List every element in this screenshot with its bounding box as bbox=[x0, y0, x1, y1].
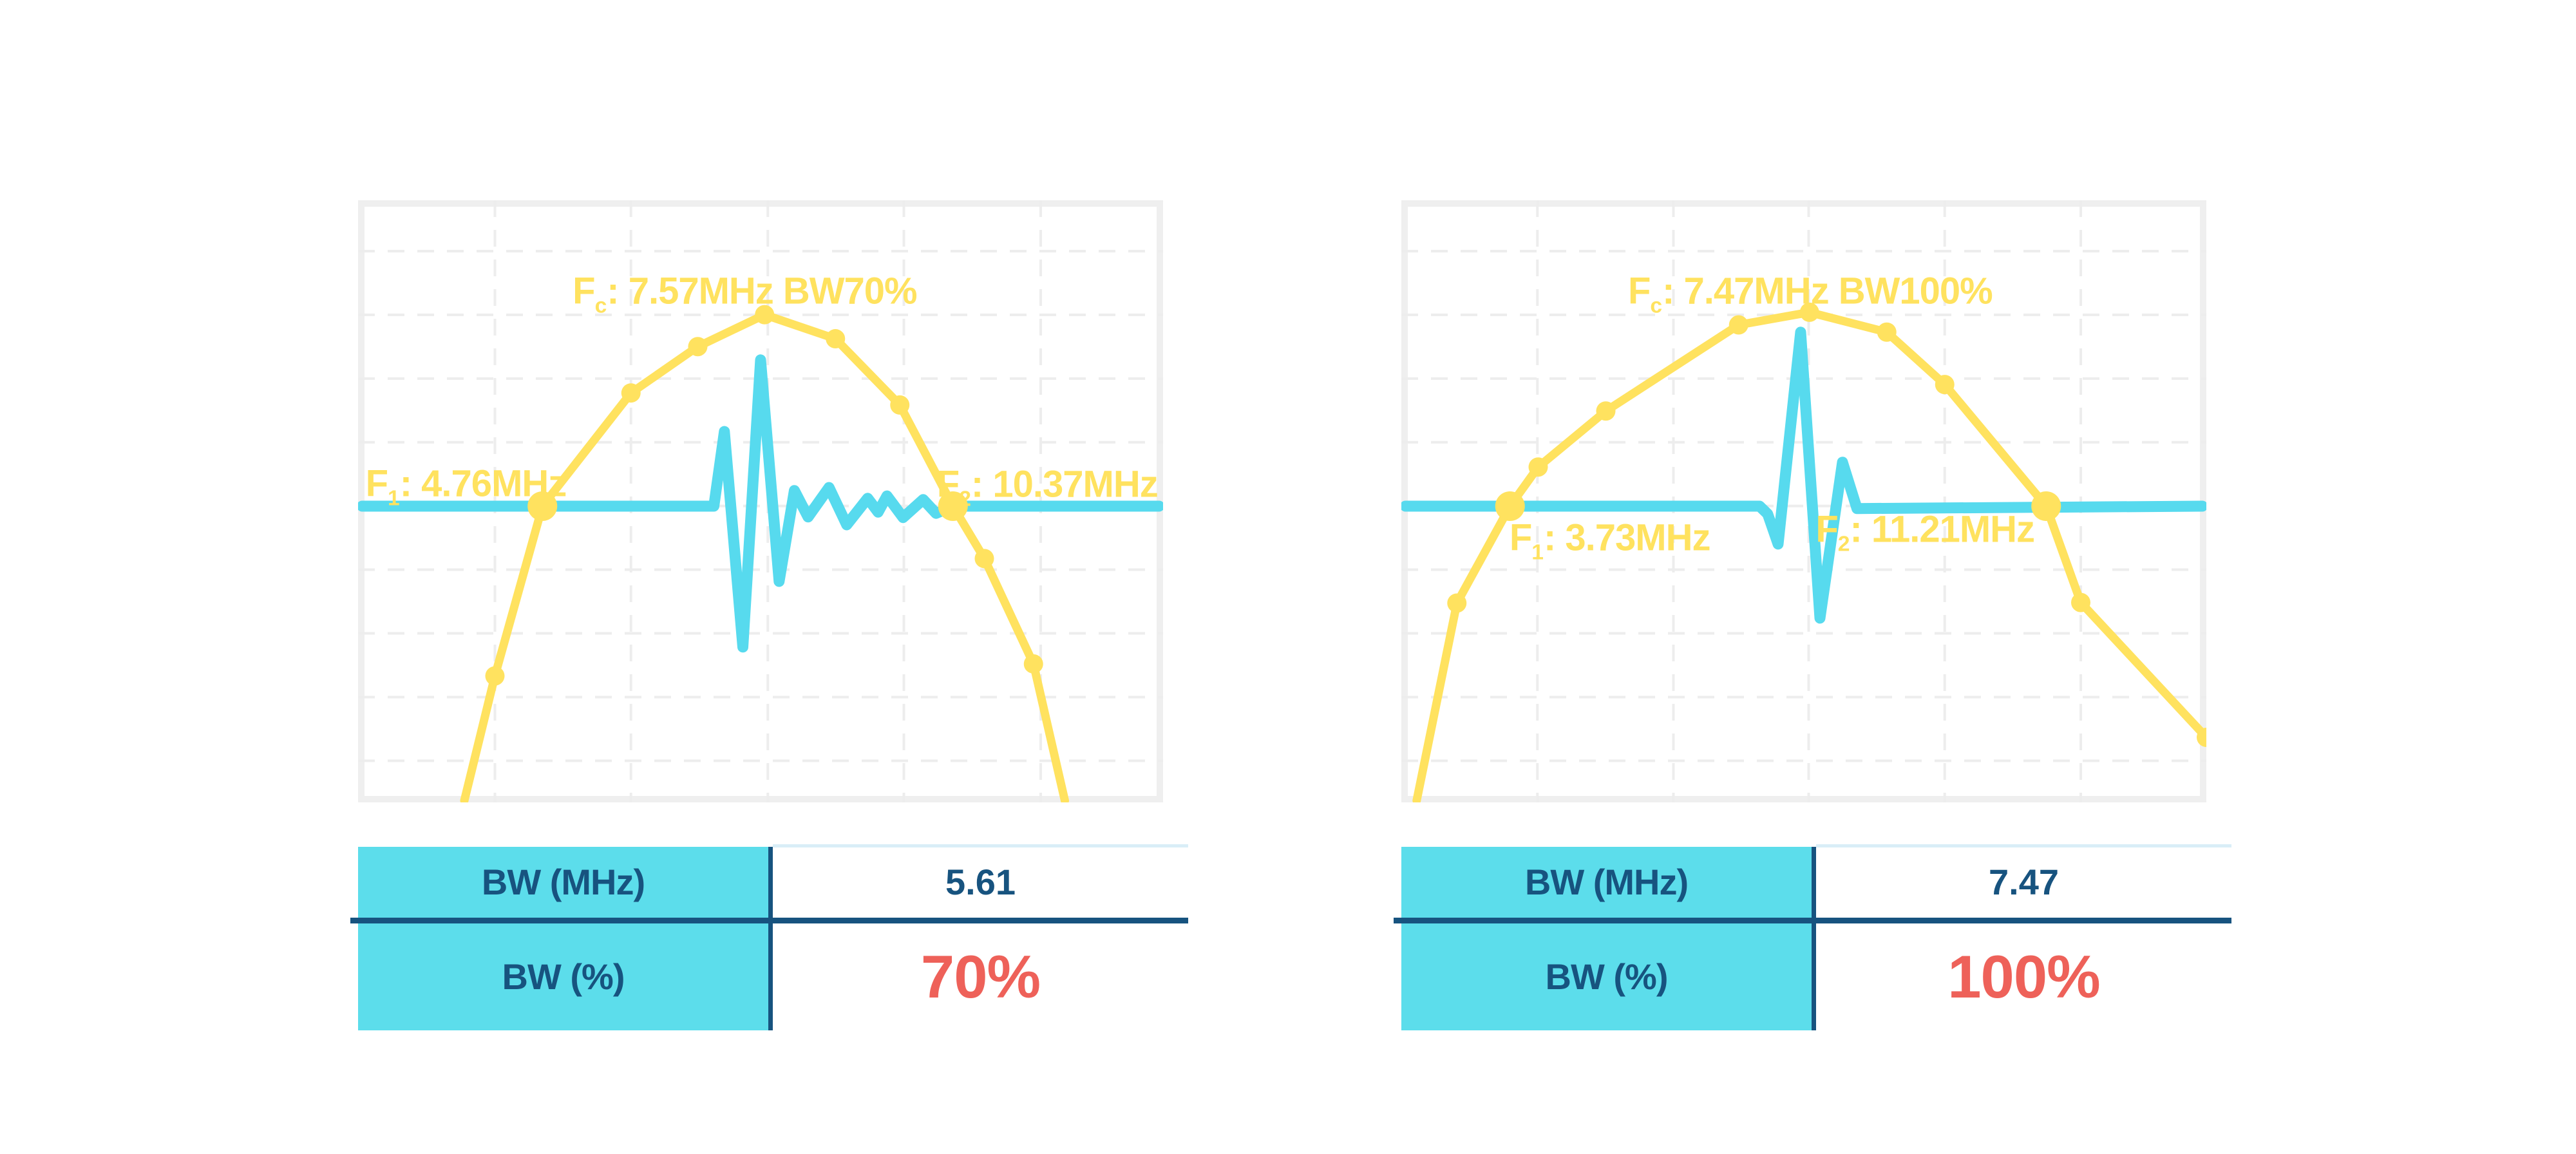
row-label-bw-percent: BW (%) bbox=[1545, 956, 1669, 997]
f1-label-right: F1: 3.73MHz bbox=[1509, 516, 1711, 565]
table-top-accent-line bbox=[773, 844, 1188, 847]
fc-subscript: c bbox=[594, 294, 607, 318]
cell-value-bw-percent: 100% bbox=[1947, 943, 2100, 1010]
bandwidth-chart-100pct: Fc: 7.47MHz BW100% F1: 3.73MHz F2: 11.21… bbox=[1401, 200, 2206, 802]
bandwidth-table-left: BW (MHz) 5.61 BW (%) 70% bbox=[350, 844, 1188, 1034]
fc-value-text: : 7.57MHz BW70% bbox=[607, 270, 917, 312]
row-label-bw-percent: BW (%) bbox=[502, 956, 625, 997]
table-row-divider bbox=[350, 918, 1188, 923]
f1-value-text: : 3.73MHz bbox=[1543, 516, 1711, 559]
bandwidth-chart-70pct: Fc: 7.57MHz BW70% F1: 4.76MHz F2: 10.37M… bbox=[358, 200, 1163, 802]
f2-label-right: F2: 11.21MHz bbox=[1815, 508, 2035, 556]
bandwidth-table-right: BW (MHz) 7.47 BW (%) 100% bbox=[1394, 844, 2231, 1034]
chart-plot-area-right bbox=[1401, 200, 2206, 802]
f2-value-text: : 11.21MHz bbox=[1850, 508, 2035, 551]
row-label-bw-mhz: BW (MHz) bbox=[481, 862, 645, 902]
center-frequency-label-left: Fc: 7.57MHz BW70% bbox=[573, 270, 917, 318]
cell-value-bw-mhz: 5.61 bbox=[945, 862, 1016, 902]
f2-value-text: : 10.37MHz bbox=[971, 463, 1159, 506]
f1-label-left: F1: 4.76MHz bbox=[366, 466, 567, 510]
f2-subscript: 2 bbox=[1837, 532, 1850, 556]
f2-label-left: F2: 10.37MHz bbox=[936, 463, 1159, 512]
center-frequency-label-right: Fc: 7.47MHz BW100% bbox=[1627, 270, 1993, 318]
f1-prefix: F bbox=[1509, 516, 1532, 559]
f1-subscript: 1 bbox=[388, 487, 400, 511]
chart-plot-area-left bbox=[358, 200, 1163, 802]
f1-value-text: : 4.76MHz bbox=[399, 463, 567, 506]
f1-subscript: 1 bbox=[1531, 540, 1544, 565]
fc-prefix: F bbox=[573, 270, 595, 312]
table-header-column bbox=[1401, 847, 1812, 1030]
f2-subscript: 2 bbox=[959, 487, 971, 512]
fc-value-text: : 7.47MHz BW100% bbox=[1662, 270, 1993, 312]
cell-value-bw-mhz: 7.47 bbox=[1989, 862, 2059, 902]
fc-subscript: c bbox=[1650, 294, 1663, 318]
cell-value-bw-percent: 70% bbox=[920, 943, 1041, 1010]
table-row-divider bbox=[1394, 918, 2231, 923]
row-label-bw-mhz: BW (MHz) bbox=[1524, 862, 1689, 902]
table-header-column bbox=[358, 847, 768, 1030]
f2-prefix: F bbox=[936, 463, 960, 506]
table-top-accent-line bbox=[1816, 844, 2231, 847]
fc-prefix: F bbox=[1627, 270, 1651, 312]
f2-prefix: F bbox=[1815, 508, 1838, 551]
table-vertical-divider bbox=[1812, 847, 1816, 1030]
table-vertical-divider bbox=[768, 847, 773, 1030]
f1-prefix: F bbox=[365, 463, 388, 506]
